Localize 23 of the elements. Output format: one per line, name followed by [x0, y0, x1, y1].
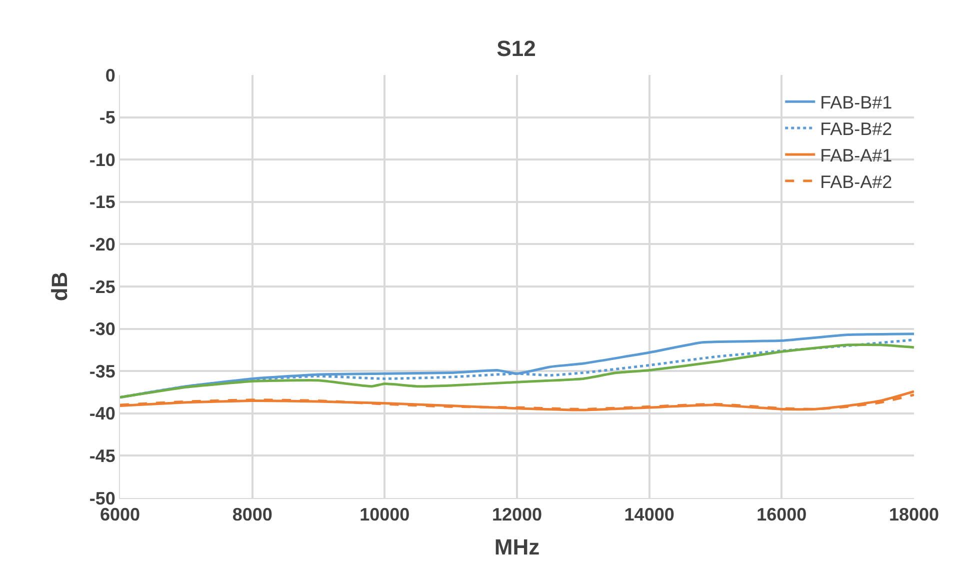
- y-tick-label: -10: [89, 150, 116, 170]
- x-tick-label: 18000: [888, 504, 940, 525]
- y-tick-label: -15: [89, 192, 116, 212]
- y-axis-title: dB: [47, 272, 72, 302]
- y-tick-label: -45: [89, 446, 116, 466]
- legend-label: FAB-A#2: [820, 172, 892, 192]
- y-tick-label: -30: [89, 319, 116, 340]
- y-tick-label: -35: [89, 361, 116, 382]
- x-axis-title: MHz: [494, 534, 540, 560]
- legend-label: FAB-B#2: [820, 119, 892, 140]
- chart-title: S12: [496, 36, 536, 61]
- legend-label: FAB-A#1: [820, 145, 892, 166]
- y-tick-label: -20: [89, 234, 116, 254]
- y-tick-label: -25: [89, 276, 116, 297]
- y-tick-label: 0: [105, 65, 116, 86]
- x-tick-label: 10000: [360, 504, 410, 525]
- x-tick-label: 16000: [756, 504, 807, 525]
- x-tick-label: 14000: [624, 504, 674, 525]
- legend-label: FAB-B#1: [820, 92, 892, 113]
- x-tick-label: 12000: [492, 504, 542, 525]
- y-tick-label: -40: [89, 404, 116, 424]
- y-tick-label: -5: [99, 108, 116, 128]
- x-tick-label: 8000: [232, 504, 272, 525]
